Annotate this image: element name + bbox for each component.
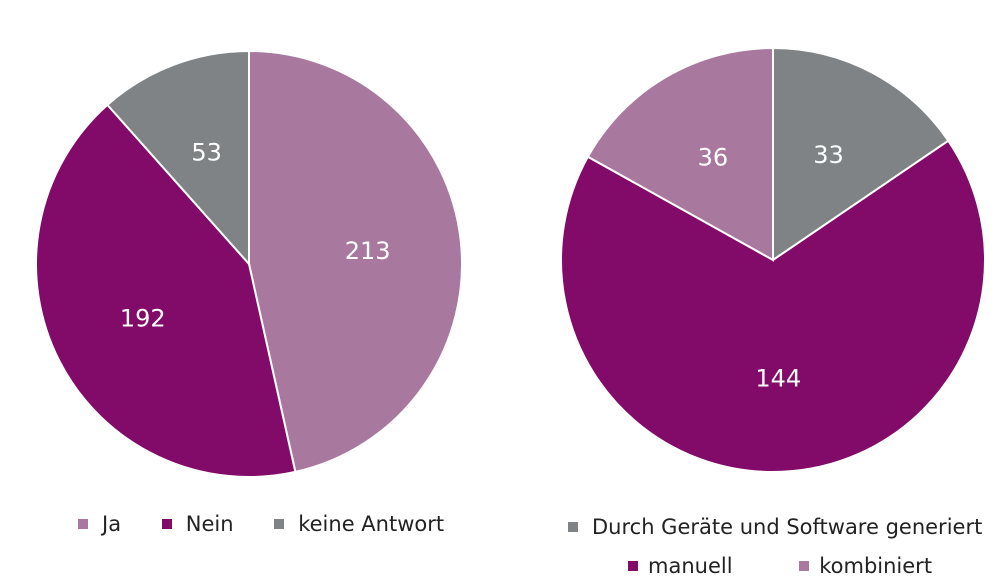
legend-item-ja: Ja [78, 512, 121, 536]
legend-right-row-1: Durch Geräte und Software generiert [568, 513, 1000, 539]
pie-chart-right: 33 144 36 [560, 46, 986, 473]
legend-item-kombiniert: kombiniert [799, 554, 932, 578]
legend-item-geraete: Durch Geräte und Software generiert [568, 515, 982, 539]
legend-swatch-nein [161, 519, 172, 529]
legend-label-nein: Nein [185, 512, 234, 536]
slice-label-nein: 192 [120, 304, 166, 332]
slice-label-manuell: 144 [755, 365, 801, 393]
legend-label-geraete: Durch Geräte und Software generiert [592, 515, 983, 539]
legend-swatch-manuell [628, 561, 638, 571]
legend-label-manuell: manuell [648, 554, 733, 578]
legend-swatch-keine-antwort [274, 519, 285, 529]
pie-slice-nein [35, 103, 297, 478]
pie-chart-left: 213 192 53 [35, 49, 464, 478]
legend-right-row-2: manuell kombiniert [628, 552, 992, 578]
slice-label-keine-antwort: 53 [191, 139, 222, 167]
pie-slice-kombiniert [586, 46, 774, 262]
legend-item-manuell: manuell [628, 554, 733, 578]
legend-swatch-kombiniert [799, 561, 810, 571]
legend-item-keine-antwort: keine Antwort [274, 512, 444, 536]
pie-slice-keine-antwort [106, 49, 250, 267]
legend-item-nein: Nein [161, 512, 234, 536]
legend-label-ja: Ja [102, 512, 122, 536]
legend-label-keine-antwort: keine Antwort [298, 512, 445, 536]
slice-label-geraete: 33 [813, 141, 844, 169]
legend-label-kombiniert: kombiniert [819, 554, 933, 578]
slice-label-ja: 213 [345, 237, 391, 265]
pie-slice-manuell [560, 139, 986, 473]
slice-label-kombiniert: 36 [698, 144, 729, 172]
legend-left: Ja Nein keine Antwort [78, 510, 478, 536]
legend-swatch-geraete [568, 522, 578, 532]
pie-slice-geraete [772, 46, 950, 262]
pie-slice-ja [248, 49, 464, 474]
legend-swatch-ja [78, 519, 88, 529]
